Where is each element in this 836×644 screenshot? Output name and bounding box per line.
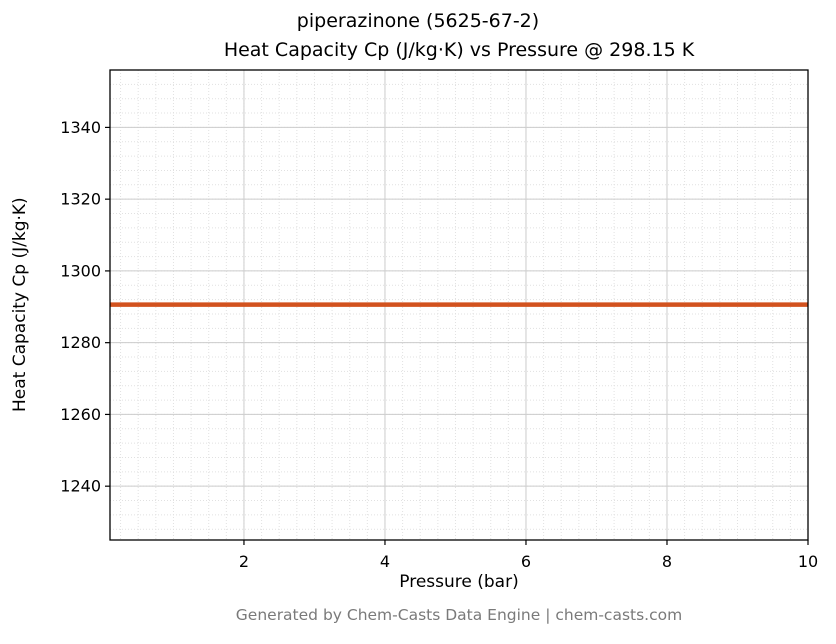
x-tick-label: 2 bbox=[239, 552, 249, 571]
y-axis-label: Heat Capacity Cp (J/kg·K) bbox=[10, 197, 30, 413]
x-axis-label: Pressure (bar) bbox=[399, 572, 519, 592]
y-tick-label: 1240 bbox=[60, 477, 101, 496]
x-tick-label: 8 bbox=[662, 552, 672, 571]
chart-title-line1: piperazinone (5625-67-2) bbox=[296, 10, 540, 32]
footer-attribution: Generated by Chem-Casts Data Engine | ch… bbox=[235, 606, 683, 624]
y-tick-label: 1260 bbox=[60, 405, 101, 424]
x-tick-label: 6 bbox=[521, 552, 531, 571]
x-tick-label: 10 bbox=[798, 552, 818, 571]
plot-border bbox=[109, 69, 809, 541]
chart-title-line2: Heat Capacity Cp (J/kg·K) vs Pressure @ … bbox=[223, 39, 695, 61]
y-tick-label: 1280 bbox=[60, 333, 101, 352]
x-tick-label: 4 bbox=[380, 552, 390, 571]
y-tick-label: 1300 bbox=[60, 261, 101, 280]
y-tick-label: 1340 bbox=[60, 118, 101, 137]
y-tick-label: 1320 bbox=[60, 190, 101, 209]
